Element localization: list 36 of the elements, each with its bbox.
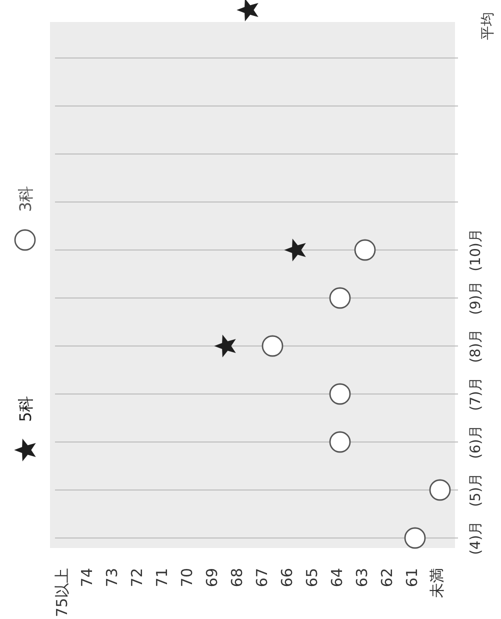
y-tick-label: (4)月 xyxy=(468,521,484,555)
y-tick-label: (5)月 xyxy=(468,473,484,507)
x-tick-label: 73 xyxy=(102,568,121,588)
text: 5科 xyxy=(16,396,35,422)
y-tick-label: (6)月 xyxy=(468,425,484,459)
y-tick-label: (10)月 xyxy=(468,228,484,272)
x-tick-label: 64 xyxy=(328,568,346,588)
y-tick-label: 平均 xyxy=(480,12,496,40)
y-tick-label: (8)月 xyxy=(468,329,484,363)
point xyxy=(354,239,376,261)
point xyxy=(429,479,451,501)
x-tick-label: 未満 xyxy=(428,568,446,598)
point xyxy=(236,0,258,22)
y-tick-label: (9)月 xyxy=(468,281,484,315)
y-tick-label: (7)月 xyxy=(468,377,484,411)
x-tick-label: 66 xyxy=(278,568,296,588)
x-tick-label: 71 xyxy=(152,568,171,588)
point xyxy=(404,527,426,549)
point xyxy=(329,431,351,453)
point xyxy=(329,287,351,309)
x-tick-label: 70 xyxy=(178,568,196,588)
x-tick-label: 67 xyxy=(252,568,271,588)
x-tick-label: 62 xyxy=(378,568,396,588)
x-tick-label: 63 xyxy=(352,568,371,588)
point xyxy=(214,334,236,358)
point xyxy=(262,335,284,357)
x-tick-label: 74 xyxy=(78,568,96,588)
x-tick-label: 69 xyxy=(202,568,221,588)
x-tick-label: 68 xyxy=(228,568,246,588)
x-tick-label: 65 xyxy=(302,568,321,588)
x-tick-label: 72 xyxy=(128,568,146,588)
x-tick-label: 61 xyxy=(402,568,421,588)
point xyxy=(284,238,306,262)
x-tick-label: 75以上 xyxy=(52,568,71,618)
text: 3科 xyxy=(16,186,35,212)
point xyxy=(329,383,351,405)
